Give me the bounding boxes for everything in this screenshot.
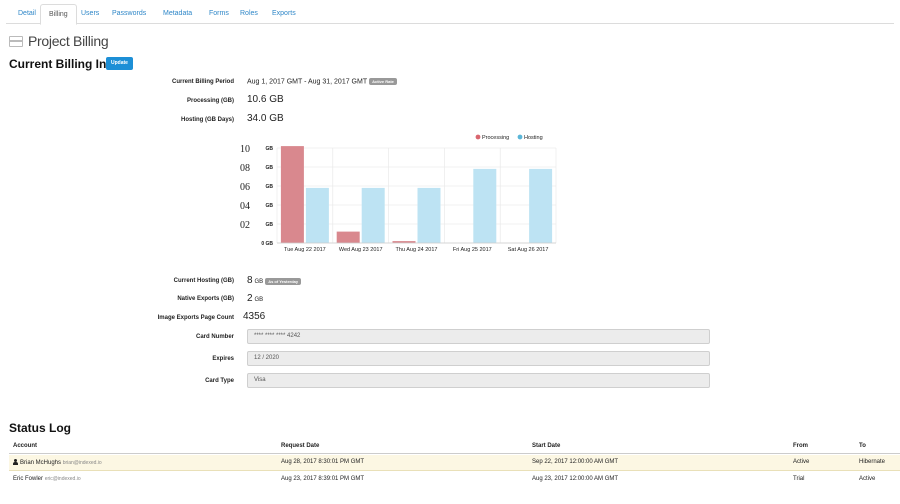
legend-label: Processing <box>482 135 509 141</box>
account-email: eric@indexed.io <box>44 476 81 482</box>
x-tick-label: Sat Aug 26 2017 <box>508 247 549 253</box>
native-exports-unit: GB <box>254 297 264 303</box>
tab-detail[interactable]: Detail <box>18 10 36 17</box>
account-cell: Eric Fowler eric@indexed.io <box>13 476 81 482</box>
processing-label: Processing (GB) <box>186 98 234 104</box>
hosting-label: Hosting (GB Days) <box>180 117 234 123</box>
tab-passwords[interactable]: Passwords <box>112 10 147 17</box>
billing-period-text: Aug 1, 2017 GMT - Aug 31, 2017 GMT <box>247 78 368 86</box>
billing-section-title: Current Billing Info <box>9 57 118 71</box>
tab-metadata[interactable]: Metadata <box>163 10 193 17</box>
bar-processing <box>392 241 416 243</box>
tab-billing[interactable]: Billing <box>40 4 77 25</box>
account-name: Brian McHughs <box>20 460 62 466</box>
x-tick-label: Fri Aug 25 2017 <box>453 247 492 253</box>
y-tick-label: 06 <box>240 182 250 193</box>
col-start-date: Start Date <box>532 443 561 449</box>
from-cell: Trial <box>793 476 805 482</box>
bar-hosting <box>473 168 497 243</box>
x-tick-label: Tue Aug 22 2017 <box>284 247 326 253</box>
native-exports-label: Native Exports (GB) <box>177 296 234 302</box>
current-hosting-number: 8 <box>247 275 253 286</box>
table-row[interactable]: Brian McHughs brian@indexed.io Aug 28, 2… <box>9 455 900 471</box>
to-cell: Hibernate <box>859 459 886 465</box>
bar-processing <box>280 146 304 243</box>
y-tick-unit: GB <box>266 203 274 209</box>
y-tick-unit: GB <box>266 222 274 228</box>
x-tick-label: Thu Aug 24 2017 <box>396 247 438 253</box>
billing-period-label: Current Billing Period <box>171 79 234 85</box>
bar-hosting <box>529 168 553 243</box>
col-request-date: Request Date <box>281 443 320 449</box>
usage-chart-svg: 0 GB 02 GB 04 GB 06 GB 08 GB 10 GB Tue Aug 22 2017 W… <box>240 134 557 253</box>
bar-hosting <box>361 187 385 243</box>
request-date-cell: Aug 23, 2017 8:39:01 PM GMT <box>281 476 365 482</box>
start-date-cell: Aug 23, 2017 12:00:00 AM GMT <box>532 476 619 482</box>
status-log-header: Account Request Date Start Date From To <box>9 440 900 454</box>
bar-processing <box>336 231 360 243</box>
y-tick-unit: GB <box>266 165 274 171</box>
tab-exports[interactable]: Exports <box>272 10 296 17</box>
current-hosting-value: 8 GB As of Yesterday <box>247 275 302 286</box>
status-log-title: Status Log <box>9 421 71 435</box>
request-date-cell: Aug 28, 2017 8:30:01 PM GMT <box>281 459 365 465</box>
card-type-field[interactable]: Visa <box>247 373 710 388</box>
bar-hosting <box>305 187 329 243</box>
expires-field[interactable]: 12 / 2020 <box>247 351 710 366</box>
as-of-yesterday-badge: As of Yesterday <box>265 277 302 285</box>
col-account: Account <box>13 443 37 449</box>
page-title: Project Billing <box>9 33 109 49</box>
col-to: To <box>859 443 866 449</box>
tab-bar: Detail Billing Users Passwords Metadata … <box>6 4 894 25</box>
tab-roles[interactable]: Roles <box>240 10 258 17</box>
current-hosting-unit: GB <box>254 279 264 285</box>
update-button[interactable]: Update <box>106 57 133 70</box>
account-name: Eric Fowler <box>13 476 44 482</box>
tab-users[interactable]: Users <box>81 10 100 17</box>
active-rate-badge: Active Rate <box>369 78 397 85</box>
user-icon <box>13 459 18 465</box>
tab-forms[interactable]: Forms <box>209 10 229 17</box>
billing-period-value: Aug 1, 2017 GMT - Aug 31, 2017 GMT Active… <box>247 78 397 85</box>
y-tick-unit: 0 GB <box>261 241 273 247</box>
hosting-value: 34.0 GB <box>247 113 284 124</box>
legend-swatch <box>517 134 523 140</box>
y-tick-label: 08 <box>240 163 250 174</box>
current-hosting-label: Current Hosting (GB) <box>173 278 234 284</box>
account-cell: Brian McHughs brian@indexed.io <box>13 459 102 466</box>
table-row[interactable]: Eric Fowler eric@indexed.io Aug 23, 2017… <box>9 472 900 488</box>
y-tick-unit: GB <box>266 146 274 152</box>
from-cell: Active <box>793 459 810 465</box>
image-exports-value: 4356 <box>243 311 266 322</box>
legend-swatch <box>475 134 481 140</box>
processing-value: 10.6 GB <box>247 94 284 105</box>
native-exports-number: 2 <box>247 293 253 304</box>
to-cell: Active <box>859 476 876 482</box>
usage-chart: 0 GB 02 GB 04 GB 06 GB 08 GB 10 GB Tue Aug 22 2017 W… <box>230 130 570 260</box>
y-tick-label: 02 <box>240 220 250 231</box>
x-tick-label: Wed Aug 23 2017 <box>339 247 383 253</box>
card-type-label: Card Type <box>205 378 234 384</box>
expires-label: Expires <box>212 356 234 362</box>
y-tick-unit: GB <box>266 184 274 190</box>
account-email: brian@indexed.io <box>62 460 102 466</box>
image-exports-label: Image Exports Page Count <box>157 315 234 321</box>
legend-label: Hosting <box>524 135 543 141</box>
col-from: From <box>793 443 808 449</box>
card-number-label: Card Number <box>195 334 234 340</box>
credit-card-icon <box>9 35 23 47</box>
page-title-text: Project Billing <box>28 33 109 49</box>
bar-hosting <box>417 187 441 243</box>
y-tick-label: 04 <box>240 201 250 212</box>
y-tick-label: 10 <box>240 144 250 155</box>
start-date-cell: Sep 22, 2017 12:00:00 AM GMT <box>532 459 619 465</box>
native-exports-value: 2 GB <box>247 293 263 304</box>
card-number-field[interactable]: **** **** **** 4242 <box>247 329 710 344</box>
